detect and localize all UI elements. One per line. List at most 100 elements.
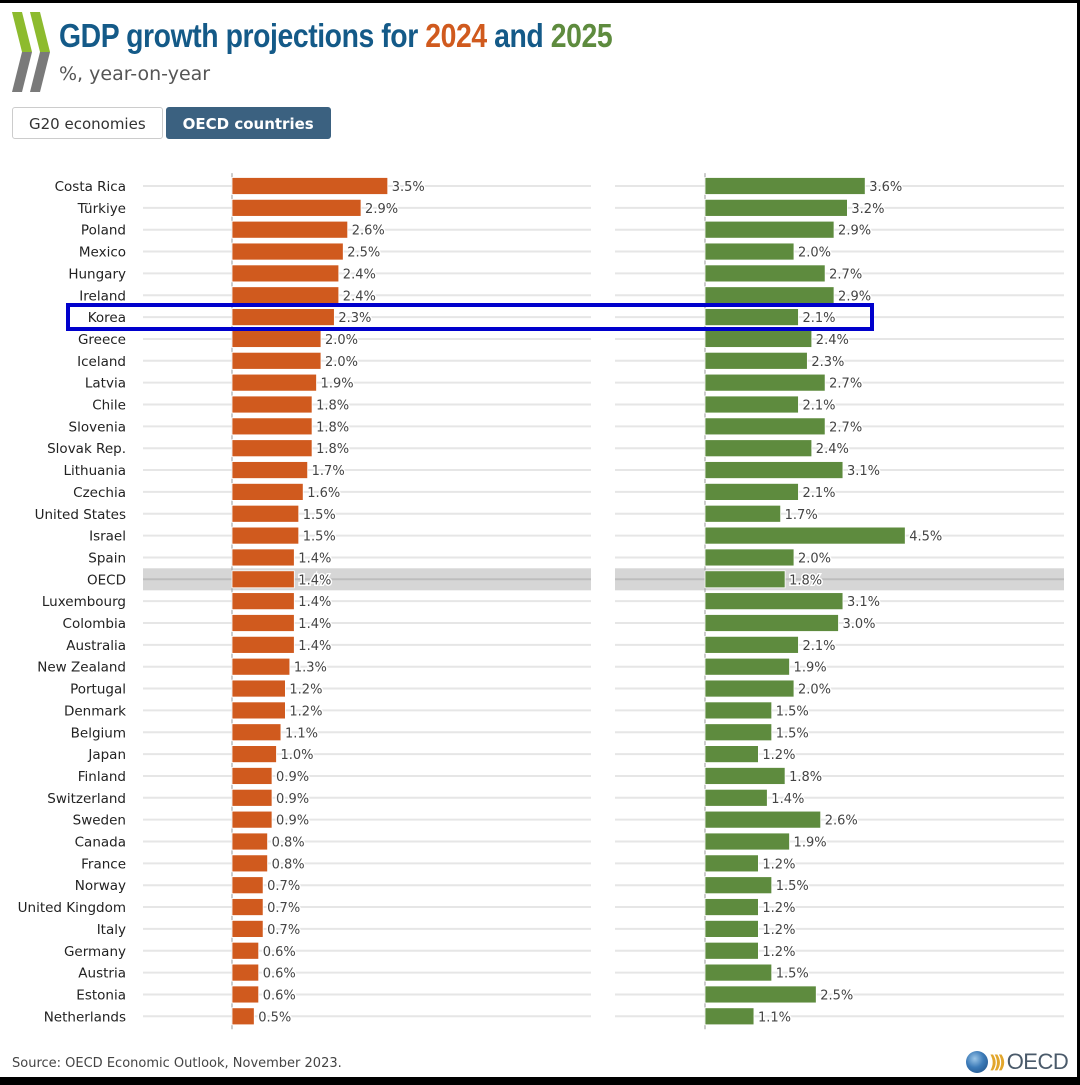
title-prefix: GDP growth projections for: [59, 17, 426, 54]
category-label: Italy: [97, 922, 126, 938]
bar-2024: [231, 920, 264, 938]
category-label: Netherlands: [44, 1009, 126, 1025]
bar-2025: [704, 767, 786, 785]
value-label-2025: 1.2%: [762, 945, 795, 960]
bar-2025: [704, 330, 813, 348]
value-label-2024: 1.3%: [294, 661, 327, 676]
bar-2025: [704, 308, 799, 327]
value-label-2024: 1.4%: [298, 551, 331, 566]
title-year-2025: 2025: [550, 17, 613, 54]
category-label: Austria: [78, 966, 126, 982]
value-label-2024: 1.0%: [281, 748, 314, 763]
chart-canvas: GDP growth projections for 2024 and 2025…: [0, 3, 1077, 1077]
category-label: United Kingdom: [18, 900, 126, 916]
bar-2025: [704, 963, 773, 982]
category-label: Poland: [81, 223, 126, 239]
value-label-2024: 1.5%: [303, 508, 336, 523]
value-label-2024: 1.4%: [298, 573, 331, 588]
value-label-2025: 2.1%: [802, 486, 835, 501]
bar-2024: [231, 745, 277, 763]
oecd-logo-text: OECD: [1006, 1049, 1069, 1074]
oecd-logo: ))) OECD: [966, 1049, 1069, 1075]
bar-2025: [704, 351, 808, 370]
category-label: Spain: [88, 550, 126, 566]
value-label-2025: 1.9%: [794, 836, 827, 851]
bar-2025: [704, 198, 848, 217]
value-label-2025: 1.2%: [762, 901, 795, 916]
value-label-2025: 2.1%: [802, 639, 835, 654]
bar-2025: [704, 920, 759, 938]
value-label-2025: 1.7%: [785, 508, 818, 523]
category-label: Costa Rica: [55, 179, 126, 195]
value-label-2025: 2.7%: [829, 420, 862, 435]
value-label-2025: 1.5%: [776, 879, 809, 894]
value-label-2025: 2.7%: [829, 267, 862, 282]
arcs-icon: ))): [989, 1051, 1006, 1073]
value-label-2025: 2.6%: [825, 814, 858, 829]
category-label: Switzerland: [47, 791, 126, 807]
bar-2025: [704, 701, 773, 720]
bar-2024: [231, 482, 304, 501]
value-label-2024: 2.4%: [343, 289, 376, 304]
category-label: Israel: [89, 529, 126, 545]
bar-2025: [704, 854, 759, 873]
category-label: Slovak Rep.: [47, 441, 126, 457]
bar-2024: [231, 614, 295, 632]
bar-2024: [231, 373, 317, 392]
bar-2025: [704, 592, 844, 611]
value-label-2025: 2.4%: [816, 442, 849, 457]
bar-2024: [231, 832, 268, 851]
bar-chart: Costa Rica Türkiye Poland Mexico Hungary Irel…: [18, 173, 1064, 1030]
category-label: Ireland: [79, 288, 126, 304]
bar-2025: [704, 220, 835, 239]
value-label-2024: 1.4%: [298, 639, 331, 654]
category-label: Estonia: [76, 987, 126, 1003]
bar-2025: [704, 461, 844, 479]
bar-2024: [231, 242, 344, 261]
value-label-2025: 1.4%: [771, 792, 804, 807]
value-label-2024: 0.8%: [272, 836, 305, 851]
category-label: Czechia: [73, 485, 126, 501]
bar-2025: [704, 177, 866, 195]
category-label: Hungary: [68, 266, 126, 282]
value-label-2025: 1.8%: [789, 573, 822, 588]
korea-highlight-box: [66, 303, 874, 331]
value-label-2024: 0.7%: [267, 879, 300, 894]
category-label: New Zealand: [37, 660, 126, 676]
category-label: Iceland: [77, 354, 126, 370]
value-label-2025: 2.0%: [798, 551, 831, 566]
page-title: GDP growth projections for 2024 and 2025: [59, 17, 613, 55]
tab-oecd-countries[interactable]: OECD countries: [165, 107, 331, 139]
value-label-2025: 2.9%: [838, 289, 871, 304]
bar-2024: [231, 679, 286, 698]
value-label-2024: 0.6%: [263, 945, 296, 960]
bar-2024: [231, 788, 273, 807]
bar-2024: [231, 220, 349, 239]
value-label-2024: 1.4%: [298, 617, 331, 632]
bar-2025: [704, 635, 799, 654]
value-label-2024: 0.6%: [263, 967, 296, 982]
value-label-2025: 2.1%: [802, 311, 835, 326]
value-label-2024: 2.3%: [338, 311, 371, 326]
bar-2024: [231, 264, 340, 283]
tab-group: G20 economies OECD countries: [12, 107, 331, 139]
category-label: Slovenia: [69, 419, 126, 435]
bar-2024: [231, 963, 260, 982]
category-label: Mexico: [79, 245, 126, 261]
category-label: Luxembourg: [42, 594, 126, 610]
bar-2024: [231, 767, 273, 785]
value-label-2025: 1.5%: [776, 726, 809, 741]
bar-2025: [704, 745, 759, 763]
oecd-chevron-logo-icon: [12, 12, 50, 92]
bar-2025: [704, 723, 773, 742]
category-label: Norway: [75, 878, 126, 894]
category-label: United States: [35, 507, 126, 523]
title-mid: and: [486, 17, 551, 54]
value-label-2024: 0.9%: [276, 792, 309, 807]
value-label-2024: 1.8%: [316, 399, 349, 414]
category-label: Germany: [64, 944, 126, 960]
value-label-2024: 0.5%: [258, 1010, 291, 1025]
bar-2025: [704, 439, 813, 458]
category-label: Finland: [78, 769, 126, 785]
tab-g20-economies[interactable]: G20 economies: [12, 107, 163, 139]
